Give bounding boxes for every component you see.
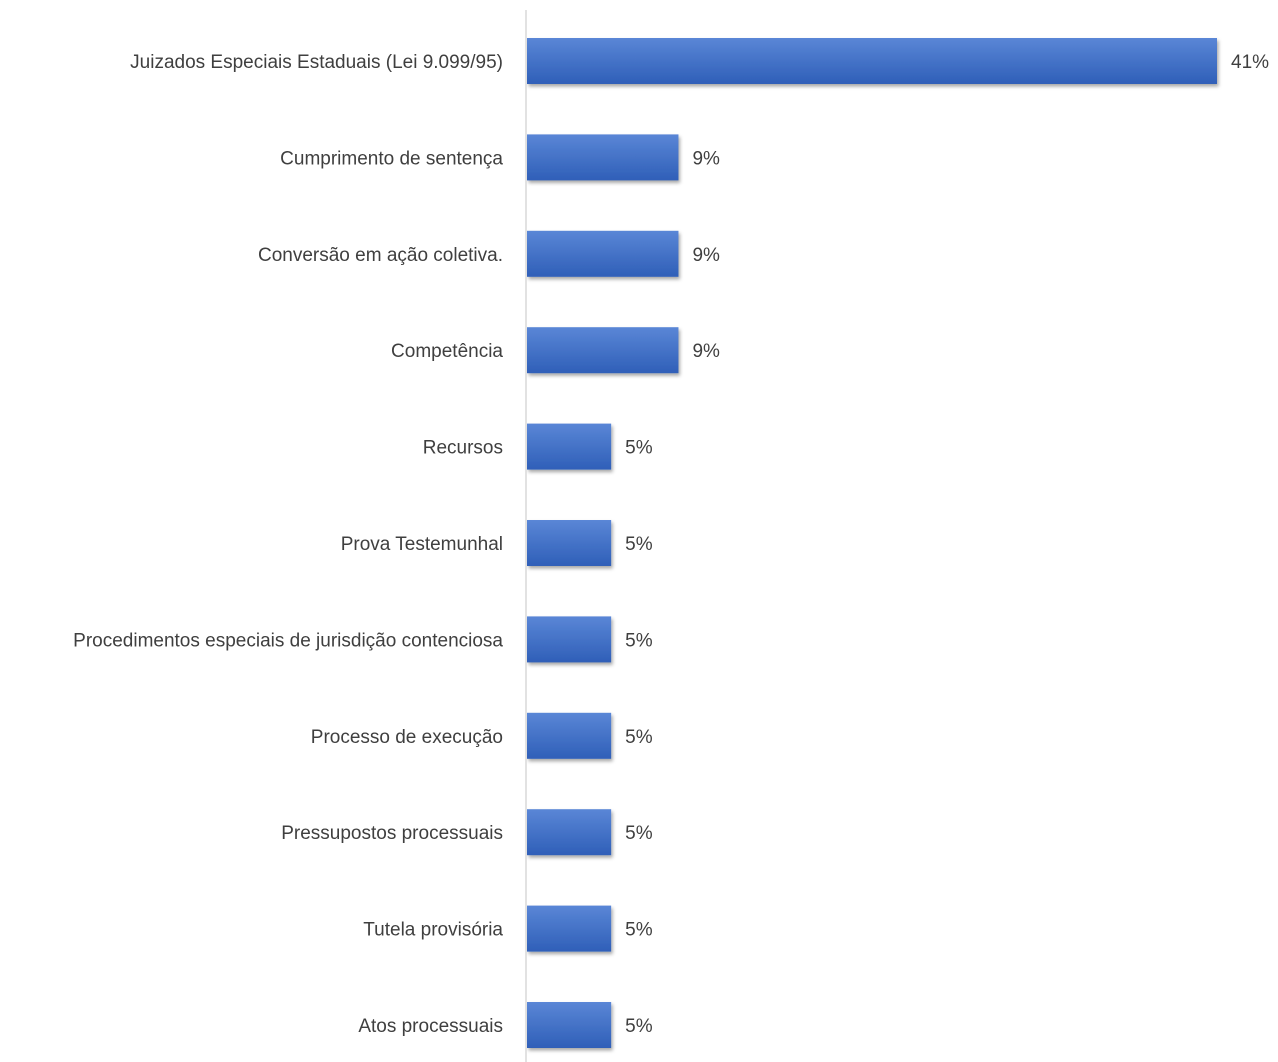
value-label-8: 5% xyxy=(625,823,653,844)
category-label-10: Atos processuais xyxy=(358,1016,503,1037)
category-label-9: Tutela provisória xyxy=(363,920,503,941)
category-label-7: Processo de execução xyxy=(311,727,503,748)
category-label-4: Recursos xyxy=(423,438,503,459)
category-label-5: Prova Testemunhal xyxy=(341,534,503,555)
category-labels-layer: Juizados Especiais Estaduais (Lei 9.099/… xyxy=(73,52,503,1037)
bar-0 xyxy=(527,38,1217,84)
bar-6 xyxy=(527,616,612,663)
category-label-3: Competência xyxy=(391,341,503,362)
bar-3 xyxy=(527,327,679,374)
value-label-9: 5% xyxy=(625,920,653,941)
value-label-0: 41% xyxy=(1231,52,1269,73)
bar-1 xyxy=(527,134,679,181)
value-label-10: 5% xyxy=(625,1016,653,1037)
bar-10 xyxy=(527,1002,612,1048)
bar-2 xyxy=(527,230,679,277)
value-label-2: 9% xyxy=(692,245,720,266)
bar-9 xyxy=(527,905,612,952)
category-label-1: Cumprimento de sentença xyxy=(280,148,503,169)
value-label-3: 9% xyxy=(692,341,720,362)
bar-4 xyxy=(527,423,612,470)
category-label-6: Procedimentos especiais de jurisdição co… xyxy=(73,630,503,651)
value-label-7: 5% xyxy=(625,727,653,748)
category-label-2: Conversão em ação coletiva. xyxy=(258,245,503,266)
bar-8 xyxy=(527,809,612,856)
value-label-6: 5% xyxy=(625,630,653,651)
bars-layer xyxy=(527,38,1217,1048)
category-label-0: Juizados Especiais Estaduais (Lei 9.099/… xyxy=(130,52,503,73)
bar-5 xyxy=(527,520,612,566)
category-label-8: Pressupostos processuais xyxy=(281,823,503,844)
value-label-4: 5% xyxy=(625,438,653,459)
value-labels-layer: 41% 9% 9% 9% 5% 5% 5% 5% 5% 5% 5% xyxy=(625,52,1269,1037)
value-label-5: 5% xyxy=(625,534,653,555)
value-label-1: 9% xyxy=(692,148,720,169)
bar-7 xyxy=(527,712,612,759)
